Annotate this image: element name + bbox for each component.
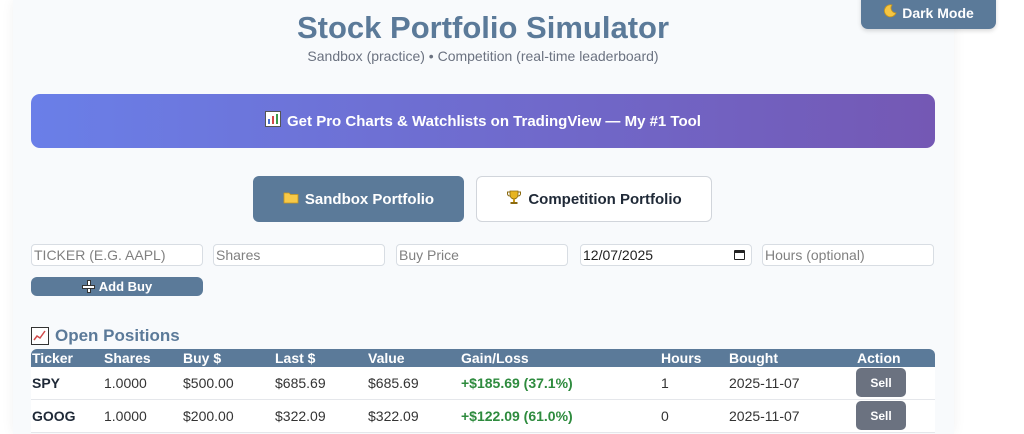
moon-icon	[883, 4, 897, 21]
folder-icon	[283, 190, 299, 208]
calendar-icon[interactable]	[734, 250, 745, 260]
table-row: SPY 1.0000 $500.00 $685.69 $685.69 +$185…	[31, 367, 935, 400]
date-input[interactable]: 12/07/2025	[580, 244, 752, 266]
cell-value: $322.09	[368, 408, 419, 424]
dark-mode-button[interactable]: Dark Mode	[861, 0, 996, 29]
open-positions-heading: Open Positions	[31, 326, 180, 346]
cell-shares: 1.0000	[104, 408, 147, 424]
cell-hours: 0	[661, 408, 669, 424]
ticker-input[interactable]	[31, 244, 203, 266]
shares-input[interactable]	[213, 244, 385, 266]
cell-buy-price: $200.00	[183, 408, 234, 424]
tab-sandbox-label: Sandbox Portfolio	[304, 190, 435, 208]
tab-sandbox-portfolio[interactable]: Sandbox Portfolio	[253, 176, 464, 222]
cell-bought: 2025-11-07	[729, 408, 800, 424]
banner-label: Get Pro Charts & Watchlists on TradingVi…	[287, 112, 701, 130]
cell-ticker: SPY	[32, 375, 61, 391]
cell-last-price: $322.09	[275, 408, 326, 424]
cell-hours: 1	[661, 375, 669, 391]
open-positions-title: Open Positions	[55, 326, 180, 345]
column-header-value: Value	[368, 350, 405, 366]
buy-price-input[interactable]	[396, 244, 568, 266]
tab-competition-portfolio[interactable]: Competition Portfolio	[476, 176, 712, 222]
cell-gain-loss: +$122.09 (61.0%)	[461, 408, 573, 424]
table-header: Ticker Shares Buy $ Last $ Value Gain/Lo…	[31, 349, 935, 367]
page-title: Stock Portfolio Simulator	[296, 10, 670, 45]
column-header-action: Action	[857, 350, 901, 366]
plus-icon	[81, 280, 95, 293]
cell-buy-price: $500.00	[183, 375, 234, 391]
cell-bought: 2025-11-07	[729, 375, 800, 391]
add-buy-button[interactable]: Add Buy	[31, 277, 203, 296]
cell-last-price: $685.69	[275, 375, 326, 391]
cell-shares: 1.0000	[104, 375, 147, 391]
page-subtitle: Sandbox (practice) • Competition (real-t…	[307, 48, 659, 64]
tradingview-banner[interactable]: Get Pro Charts & Watchlists on TradingVi…	[31, 94, 935, 148]
hours-input[interactable]	[762, 244, 934, 266]
tab-competition-label: Competition Portfolio	[528, 190, 682, 208]
column-header-buy: Buy $	[183, 350, 222, 366]
dark-mode-label: Dark Mode	[902, 4, 974, 21]
column-header-shares: Shares	[104, 350, 151, 366]
table-row: GOOG 1.0000 $200.00 $322.09 $322.09 +$12…	[31, 400, 935, 433]
column-header-hours: Hours	[661, 350, 702, 366]
add-buy-label: Add Buy	[98, 279, 153, 294]
cell-ticker: GOOG	[32, 408, 76, 424]
sell-button[interactable]: Sell	[856, 401, 906, 430]
bar-chart-icon	[265, 111, 282, 131]
date-value: 12/07/2025	[583, 247, 654, 263]
column-header-ticker: Ticker	[32, 350, 73, 366]
positions-table: Ticker Shares Buy $ Last $ Value Gain/Lo…	[31, 349, 935, 433]
column-header-last: Last $	[275, 350, 316, 366]
cell-value: $685.69	[368, 375, 419, 391]
chart-increasing-icon	[31, 327, 49, 345]
trophy-icon	[506, 189, 522, 209]
column-header-bought: Bought	[729, 350, 778, 366]
sell-button[interactable]: Sell	[856, 368, 906, 397]
cell-gain-loss: +$185.69 (37.1%)	[461, 375, 573, 391]
column-header-gain-loss: Gain/Loss	[461, 350, 529, 366]
